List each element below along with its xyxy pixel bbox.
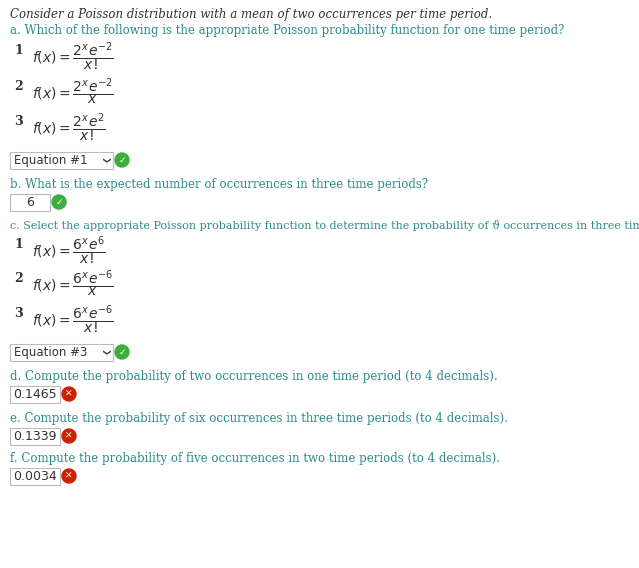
FancyBboxPatch shape <box>10 386 60 403</box>
Text: ❯: ❯ <box>100 157 109 164</box>
FancyBboxPatch shape <box>10 152 113 169</box>
Text: ✕: ✕ <box>65 432 73 441</box>
Text: 1: 1 <box>14 44 23 57</box>
Circle shape <box>115 345 129 359</box>
Text: c. Select the appropriate Poisson probability function to determine the probabil: c. Select the appropriate Poisson probab… <box>10 220 639 231</box>
Text: $f(x) = \dfrac{2^x e^{2}}{x!}$: $f(x) = \dfrac{2^x e^{2}}{x!}$ <box>32 111 106 144</box>
FancyBboxPatch shape <box>10 194 50 211</box>
Text: ❯: ❯ <box>100 349 109 356</box>
Text: Equation #3: Equation #3 <box>14 346 88 359</box>
Circle shape <box>62 469 76 483</box>
Circle shape <box>52 195 66 209</box>
Circle shape <box>115 153 129 167</box>
Circle shape <box>62 429 76 443</box>
FancyBboxPatch shape <box>10 468 60 485</box>
Text: 2: 2 <box>14 80 23 93</box>
Text: $f(x) = \dfrac{6^x e^{-6}}{x}$: $f(x) = \dfrac{6^x e^{-6}}{x}$ <box>32 268 114 299</box>
Text: e. Compute the probability of six occurrences in three time periods (to 4 decima: e. Compute the probability of six occurr… <box>10 412 508 425</box>
Text: 6: 6 <box>26 196 34 209</box>
Text: 2: 2 <box>14 272 23 285</box>
Text: a. Which of the following is the appropriate Poisson probability function for on: a. Which of the following is the appropr… <box>10 24 564 37</box>
Text: 0.1465: 0.1465 <box>13 388 57 401</box>
Text: b. What is the expected number of occurrences in three time periods?: b. What is the expected number of occurr… <box>10 178 428 191</box>
Text: $f(x) = \dfrac{2^x e^{-2}}{x}$: $f(x) = \dfrac{2^x e^{-2}}{x}$ <box>32 76 114 107</box>
FancyBboxPatch shape <box>10 344 113 361</box>
Text: ✓: ✓ <box>118 348 126 357</box>
Text: 1: 1 <box>14 238 23 251</box>
Text: ✓: ✓ <box>55 198 63 207</box>
Text: 3: 3 <box>14 307 22 320</box>
Text: 0.0034: 0.0034 <box>13 470 57 483</box>
Text: Equation #1: Equation #1 <box>14 154 88 167</box>
Text: ✕: ✕ <box>65 390 73 399</box>
Text: $f(x) = \dfrac{2^x e^{-2}}{x!}$: $f(x) = \dfrac{2^x e^{-2}}{x!}$ <box>32 40 114 73</box>
Circle shape <box>62 387 76 401</box>
Text: f. Compute the probability of five occurrences in two time periods (to 4 decimal: f. Compute the probability of five occur… <box>10 452 500 465</box>
Text: 0.1339: 0.1339 <box>13 430 57 443</box>
Text: $f(x) = \dfrac{6^x e^{-6}}{x!}$: $f(x) = \dfrac{6^x e^{-6}}{x!}$ <box>32 303 114 336</box>
Text: Consider a Poisson distribution with a mean of two occurrences per time period.: Consider a Poisson distribution with a m… <box>10 8 492 21</box>
Text: 3: 3 <box>14 115 22 128</box>
FancyBboxPatch shape <box>10 428 60 445</box>
Text: d. Compute the probability of two occurrences in one time period (to 4 decimals): d. Compute the probability of two occurr… <box>10 370 498 383</box>
Text: ✓: ✓ <box>118 156 126 165</box>
Text: ✕: ✕ <box>65 471 73 481</box>
Text: $f(x) = \dfrac{6^x e^{6}}{x!}$: $f(x) = \dfrac{6^x e^{6}}{x!}$ <box>32 234 106 267</box>
